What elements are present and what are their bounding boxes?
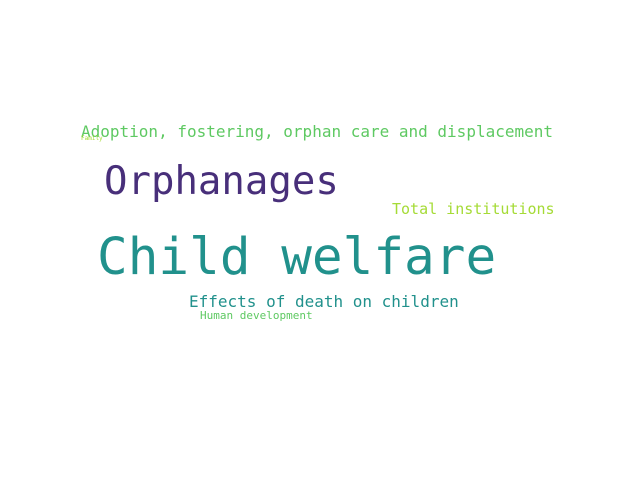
word-total-institutions: Total institutions <box>392 200 555 218</box>
word-effects-of-death: Effects of death on children <box>189 292 459 311</box>
word-orphanages: Orphanages <box>104 159 339 204</box>
word-adoption-fostering: Adoption, fostering, orphan care and dis… <box>81 122 554 141</box>
word-family: Family <box>81 135 103 142</box>
word-child-welfare: Child welfare <box>97 228 497 287</box>
word-human-development: Human development <box>200 309 313 322</box>
